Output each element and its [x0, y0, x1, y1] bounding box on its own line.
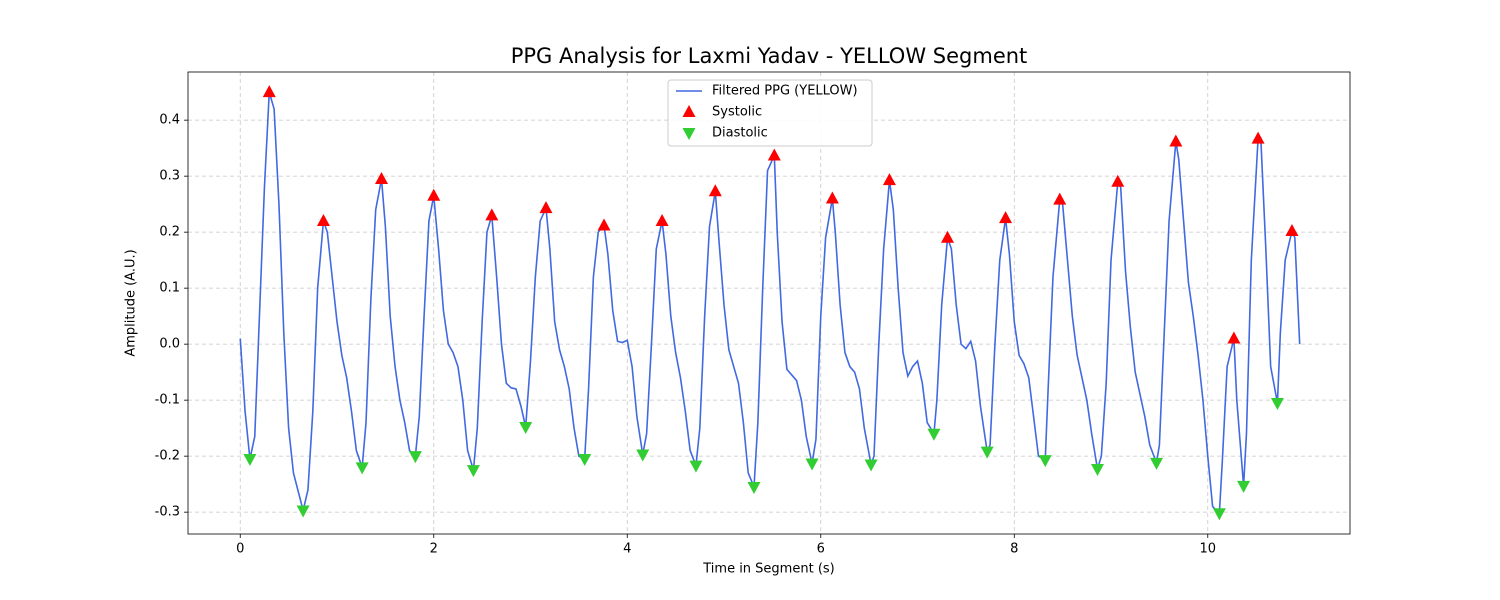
peak-marker: [243, 453, 257, 466]
peak-marker: [927, 428, 941, 441]
peak-marker: [941, 230, 955, 243]
y-tick-label: 0.2: [159, 225, 180, 240]
peak-marker: [747, 481, 761, 494]
legend-swatch: [682, 128, 696, 140]
x-axis-label: Time in Segment (s): [702, 562, 834, 577]
y-axis-label: Amplitude (A.U.): [124, 249, 139, 356]
peak-marker: [708, 184, 722, 197]
peak-marker: [636, 449, 650, 462]
x-tick-label: 4: [623, 542, 631, 557]
peak-marker: [805, 458, 819, 471]
y-tick-label: 0.3: [159, 169, 180, 184]
y-tick-label: -0.3: [155, 505, 180, 520]
peak-marker: [1285, 224, 1299, 237]
peak-marker: [980, 446, 994, 459]
peak-marker: [1169, 134, 1183, 147]
peak-marker: [519, 422, 533, 435]
peak-marker: [427, 188, 441, 201]
x-tick-label: 6: [817, 542, 825, 557]
peak-marker: [825, 191, 839, 204]
legend-box: [667, 79, 873, 147]
peak-marker: [655, 213, 669, 226]
peak-marker: [1090, 464, 1104, 477]
peak-marker: [1053, 192, 1067, 205]
peak-marker: [882, 173, 896, 186]
x-tick-label: 0: [236, 542, 244, 557]
peak-marker: [597, 218, 611, 231]
y-tick-label: 0.4: [159, 113, 180, 128]
y-tick-label: 0.1: [159, 281, 180, 296]
peak-marker: [767, 148, 781, 161]
y-tick-label: -0.2: [155, 449, 180, 464]
legend-label: Diastolic: [712, 126, 768, 141]
peak-marker: [578, 453, 592, 466]
peak-marker: [262, 85, 276, 98]
x-tick-label: 10: [1200, 542, 1217, 557]
chart-title: PPG Analysis for Laxmi Yadav - YELLOW Se…: [511, 44, 1028, 68]
ppg-line: [239, 91, 1301, 516]
peak-marker: [408, 451, 422, 464]
legend-label: Systolic: [712, 105, 762, 120]
peak-marker: [485, 208, 499, 221]
peak-marker: [316, 213, 330, 226]
peak-marker: [1111, 174, 1125, 187]
peak-marker: [355, 462, 369, 475]
x-tick-label: 8: [1010, 542, 1018, 557]
peak-marker: [1227, 331, 1241, 344]
peak-marker: [539, 201, 553, 214]
peak-marker: [1237, 480, 1251, 493]
plot-frame: [187, 71, 1351, 535]
peak-marker: [999, 211, 1013, 224]
x-tick-label: 2: [430, 542, 438, 557]
peak-marker: [1212, 508, 1226, 521]
peak-marker: [375, 171, 389, 184]
y-tick-label: -0.1: [155, 393, 180, 408]
peak-marker: [1149, 457, 1163, 470]
peak-marker: [689, 460, 703, 473]
peak-marker: [466, 465, 480, 478]
y-tick-label: 0.0: [159, 337, 180, 352]
peak-marker: [296, 505, 310, 518]
peak-marker: [1038, 455, 1052, 468]
peak-marker: [864, 459, 878, 472]
peak-marker: [1270, 397, 1284, 410]
legend-label: Filtered PPG (YELLOW): [712, 84, 858, 99]
legend-swatch: [682, 105, 696, 117]
peak-marker: [1251, 131, 1265, 144]
